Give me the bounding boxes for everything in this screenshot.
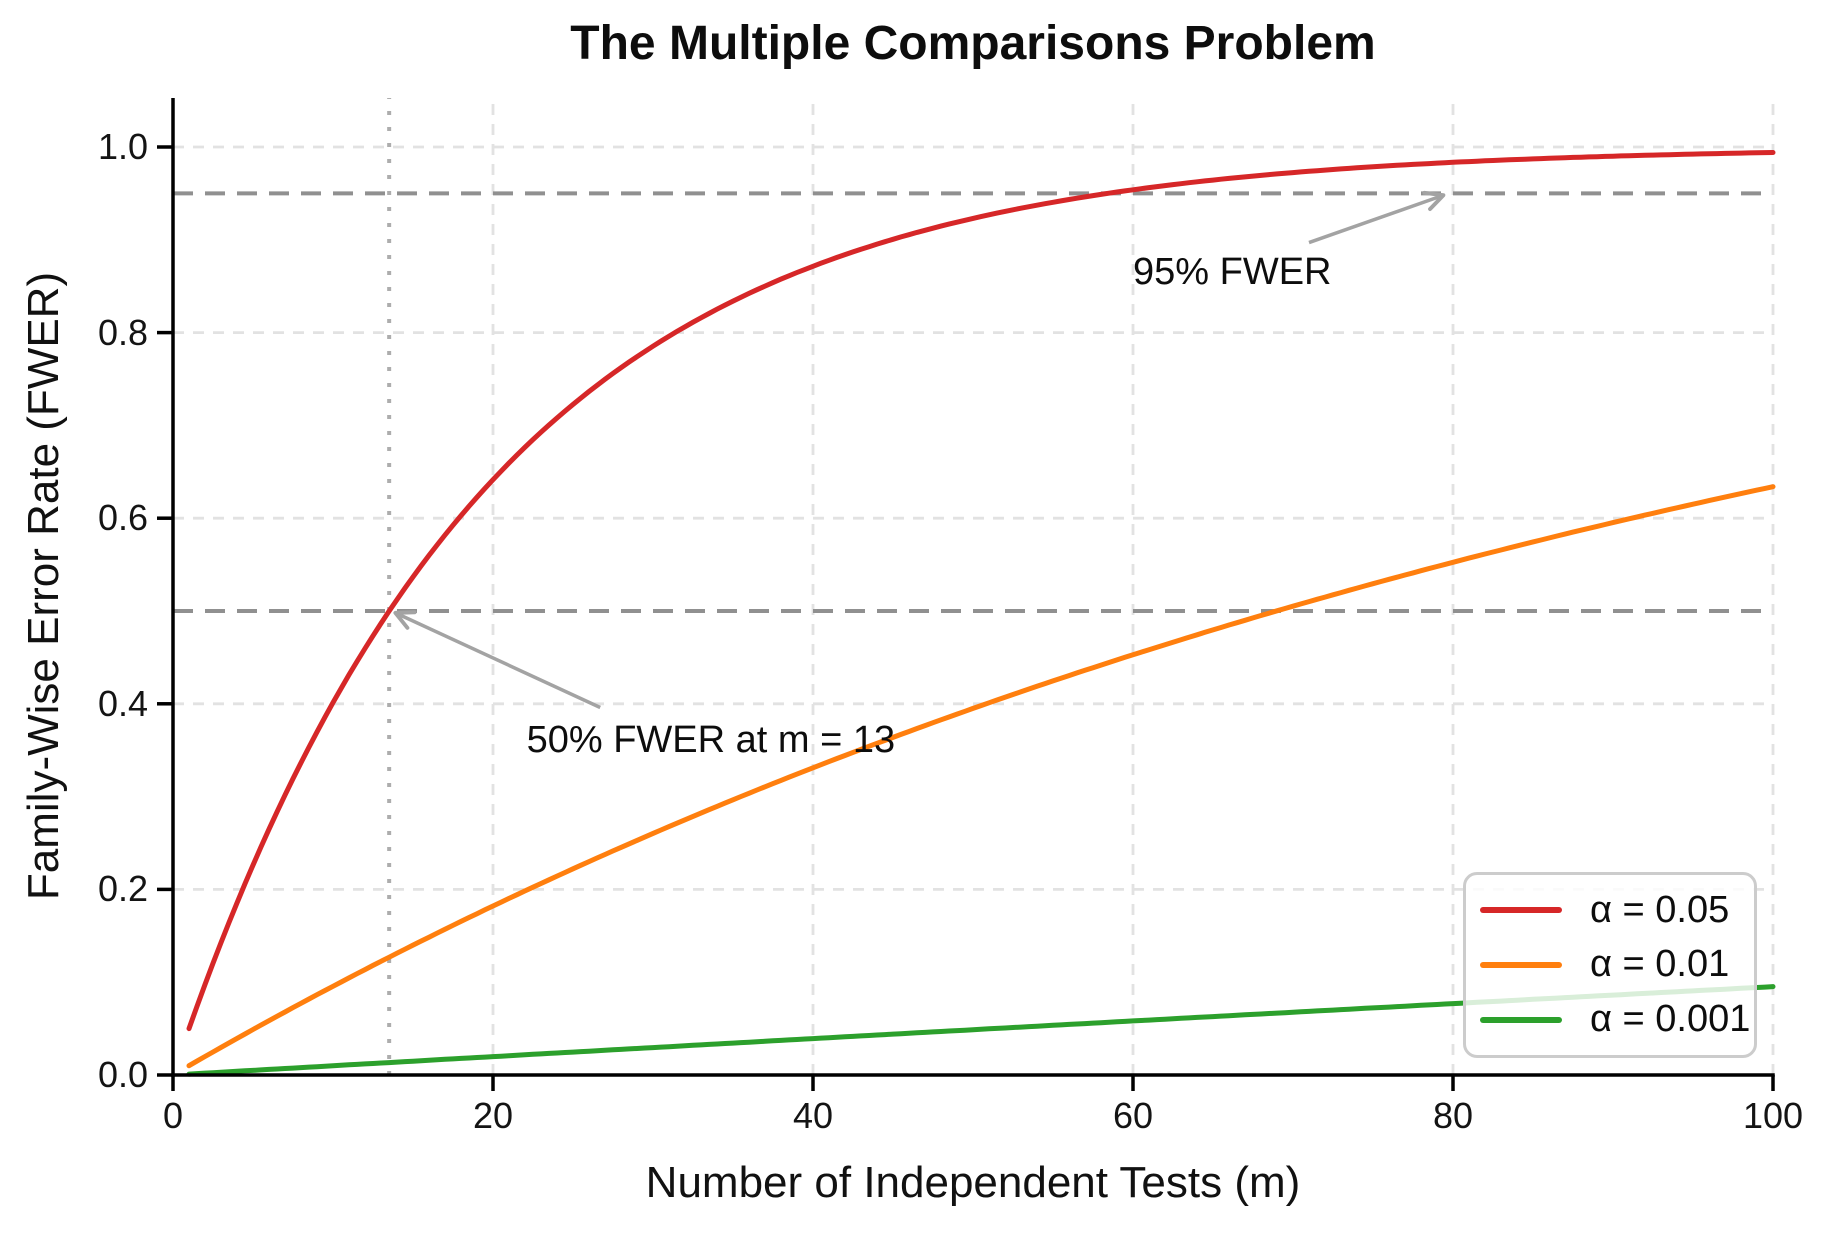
y-tick-label: 0.8 xyxy=(97,311,148,353)
x-tick-label: 100 xyxy=(1742,1095,1804,1136)
legend-swatch-alpha-0.001 xyxy=(1480,1016,1562,1023)
y-tick-label: 0.0 xyxy=(97,1054,148,1095)
legend-swatch-alpha-0.01 xyxy=(1480,961,1562,968)
x-tick-label: 80 xyxy=(1432,1095,1474,1136)
legend-label-alpha-0.001: α = 0.001 xyxy=(1590,998,1751,1041)
x-axis-label: Number of Independent Tests (m) xyxy=(645,1158,1301,1207)
chart-title: The Multiple Comparisons Problem xyxy=(570,17,1376,70)
legend-swatch-alpha-0.05 xyxy=(1480,907,1562,914)
annotation-50-fwer-at-m13: 50% FWER at m = 13 xyxy=(526,718,896,761)
legend: α = 0.05 α = 0.01 α = 0.001 xyxy=(1463,872,1757,1058)
annotation-arrows xyxy=(393,190,1446,710)
y-tick-label: 1.0 xyxy=(97,126,148,167)
legend-label-alpha-0.05: α = 0.05 xyxy=(1590,888,1730,931)
y-tick-label: 0.6 xyxy=(97,497,148,539)
annotation-95-fwer: 95% FWER xyxy=(1133,251,1332,294)
y-tick-label: 0.2 xyxy=(97,868,148,910)
x-tick-label: 40 xyxy=(792,1095,834,1136)
x-tick-label: 60 xyxy=(1112,1095,1154,1136)
y-tick-label: 0.4 xyxy=(97,682,148,724)
axes-spines-and-ticks xyxy=(157,98,1775,1091)
legend-item-alpha-0.001: α = 0.001 xyxy=(1480,998,1750,1041)
legend-item-alpha-0.01: α = 0.01 xyxy=(1480,943,1746,986)
x-tick-label: 0 xyxy=(162,1095,184,1136)
reference-lines xyxy=(173,98,1773,1075)
x-tick-label: 20 xyxy=(472,1095,514,1136)
legend-item-alpha-0.05: α = 0.05 xyxy=(1480,889,1746,932)
y-axis-label: Family-Wise Error Rate (FWER) xyxy=(19,271,68,901)
legend-label-alpha-0.01: α = 0.01 xyxy=(1590,943,1730,986)
